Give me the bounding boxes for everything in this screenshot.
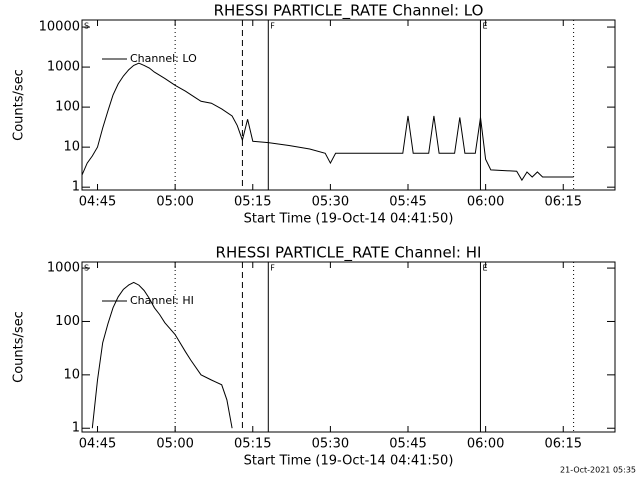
- x-tick-label: 05:15: [234, 437, 271, 452]
- data-line: [81, 62, 574, 182]
- y-tick-label: 10000: [39, 20, 80, 35]
- chart-title: RHESSI PARTICLE_RATE Channel: HI: [216, 244, 482, 263]
- legend-label: Channel: LO: [130, 52, 197, 65]
- y-axis-label: Counts/sec: [12, 311, 27, 383]
- y-tick-label: 10: [63, 140, 80, 155]
- marker-label: E: [482, 22, 487, 31]
- y-tick-label: 1: [72, 180, 80, 195]
- marker-label: S: [84, 22, 89, 31]
- x-axis-label: Start Time (19-Oct-14 04:41:50): [244, 454, 454, 469]
- marker-label: S: [84, 264, 89, 273]
- plot-frame: [81, 261, 616, 433]
- y-tick-label: 100: [55, 314, 80, 329]
- x-tick-label: 06:15: [545, 195, 582, 210]
- marker-label: F: [270, 264, 275, 273]
- x-tick-label: 05:30: [312, 437, 349, 452]
- x-tick-label: 05:45: [389, 437, 426, 452]
- x-tick-label: 05:45: [389, 195, 426, 210]
- data-line: [91, 281, 233, 429]
- marker-label: E: [482, 264, 487, 273]
- legend-label: Channel: HI: [130, 294, 194, 307]
- y-tick-label: 1000: [47, 261, 80, 276]
- y-axis-label: Counts/sec: [12, 69, 27, 141]
- plot-frame: [81, 19, 616, 191]
- x-tick-label: 04:45: [79, 437, 116, 452]
- x-axis-label: Start Time (19-Oct-14 04:41:50): [244, 212, 454, 227]
- y-tick-label: 1: [72, 421, 80, 436]
- x-tick-label: 06:15: [545, 437, 582, 452]
- x-tick-label: 05:15: [234, 195, 271, 210]
- x-tick-label: 05:30: [312, 195, 349, 210]
- footer-date: 21-Oct-2021 05:35: [560, 466, 636, 475]
- x-tick-label: 06:00: [467, 195, 504, 210]
- marker-label: F: [270, 22, 275, 31]
- x-tick-label: 06:00: [467, 437, 504, 452]
- x-tick-label: 05:00: [156, 195, 193, 210]
- y-tick-label: 10: [63, 367, 80, 382]
- y-tick-label: 1000: [47, 60, 80, 75]
- chart-title: RHESSI PARTICLE_RATE Channel: LO: [214, 2, 484, 21]
- y-tick-label: 100: [55, 100, 80, 115]
- x-tick-label: 04:45: [79, 195, 116, 210]
- x-tick-label: 05:00: [156, 437, 193, 452]
